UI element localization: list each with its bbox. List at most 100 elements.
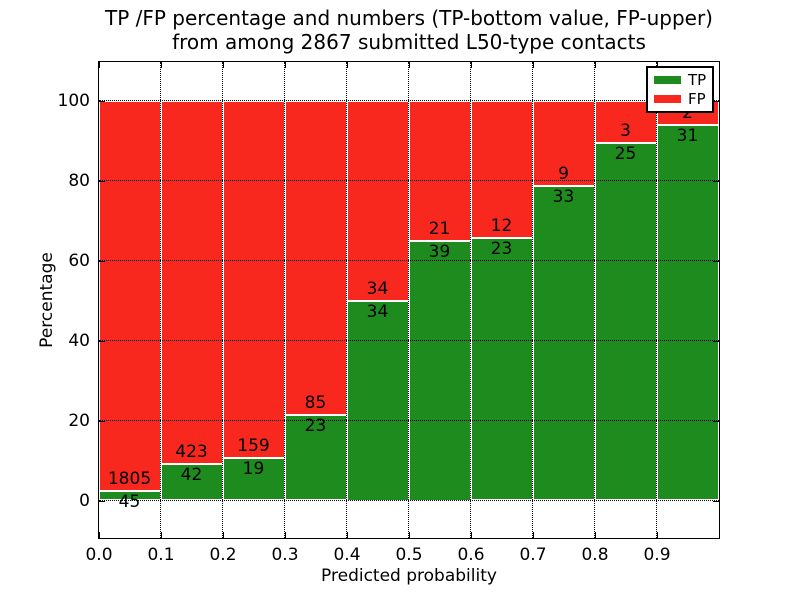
tp-count-label: 34 xyxy=(366,301,389,322)
fp-count-label: 9 xyxy=(558,164,569,185)
v-gridline xyxy=(346,61,347,538)
y-tick-mark xyxy=(712,100,719,102)
v-gridline xyxy=(160,61,161,538)
legend-label-tp: TP xyxy=(688,71,707,90)
x-tick-label: 0.1 xyxy=(147,545,175,565)
y-tick-mark xyxy=(712,260,719,262)
bar-segment-tp-8 xyxy=(594,143,657,501)
bar-segment-fp-4 xyxy=(346,100,409,301)
y-tick-mark xyxy=(98,100,105,102)
x-tick-label: 0.5 xyxy=(395,545,423,565)
x-tick-mark xyxy=(160,531,162,538)
fp-count-label: 34 xyxy=(366,278,389,299)
fp-count-label: 3 xyxy=(620,121,631,142)
x-tick-mark xyxy=(408,61,410,68)
tp-count-label: 23 xyxy=(490,238,513,259)
y-tick-label: 100 xyxy=(57,90,90,111)
bar-segment-tp-4 xyxy=(346,300,409,501)
y-tick-mark xyxy=(712,500,719,502)
x-tick-mark xyxy=(470,61,472,68)
v-gridline xyxy=(284,61,285,538)
x-tick-label: 0.8 xyxy=(581,545,609,565)
x-axis-label: Predicted probability xyxy=(321,566,497,586)
fp-count-label: 423 xyxy=(175,442,208,463)
legend-item-tp: TP xyxy=(654,72,706,88)
tp-count-label: 31 xyxy=(676,125,699,146)
tp-count-label: 33 xyxy=(552,187,575,208)
x-tick-mark xyxy=(222,61,224,68)
y-tick-label: 20 xyxy=(68,410,90,431)
fp-count-label: 21 xyxy=(428,218,451,239)
x-tick-mark xyxy=(470,531,472,538)
y-tick-mark xyxy=(98,340,105,342)
bar-segment-tp-7 xyxy=(532,186,595,501)
y-tick-mark xyxy=(98,420,105,422)
x-tick-mark xyxy=(656,531,658,538)
fp-count-label: 159 xyxy=(237,435,270,456)
tp-count-label: 42 xyxy=(180,465,203,486)
x-tick-mark xyxy=(98,61,100,68)
x-tick-label: 0.9 xyxy=(643,545,671,565)
y-tick-mark xyxy=(712,180,719,182)
x-tick-mark xyxy=(222,531,224,538)
bar-segment-tp-9 xyxy=(656,124,719,501)
bar-segment-fp-7 xyxy=(532,100,595,187)
x-tick-mark xyxy=(284,61,286,68)
bar-segment-tp-6 xyxy=(470,237,533,501)
tp-count-label: 23 xyxy=(304,416,327,437)
x-tick-label: 0.3 xyxy=(271,545,299,565)
v-gridline xyxy=(222,61,223,538)
legend: TP FP xyxy=(646,66,714,113)
x-tick-mark xyxy=(408,531,410,538)
tp-count-label: 39 xyxy=(428,241,451,262)
bar-segment-fp-1 xyxy=(160,100,223,465)
x-tick-label: 0.7 xyxy=(519,545,547,565)
bar-segment-tp-2 xyxy=(222,457,285,501)
x-tick-mark xyxy=(284,531,286,538)
bar-segment-fp-0 xyxy=(98,100,161,491)
v-gridline xyxy=(656,61,657,538)
bar-segment-tp-5 xyxy=(408,240,471,501)
tp-count-label: 19 xyxy=(242,458,265,479)
fp-swatch-icon xyxy=(654,94,681,103)
x-tick-mark xyxy=(346,61,348,68)
y-tick-label: 40 xyxy=(68,330,90,351)
chart-title-line1: TP /FP percentage and numbers (TP-bottom… xyxy=(105,6,713,30)
legend-label-fp: FP xyxy=(688,89,706,108)
v-gridline xyxy=(594,61,595,538)
tp-count-label: 45 xyxy=(118,491,141,512)
y-tick-mark xyxy=(712,340,719,342)
tp-count-label: 25 xyxy=(614,144,637,165)
y-tick-label: 80 xyxy=(68,170,90,191)
y-tick-label: 60 xyxy=(68,250,90,271)
x-tick-label: 0.0 xyxy=(85,545,113,565)
y-tick-mark xyxy=(98,500,105,502)
y-tick-mark xyxy=(98,260,105,262)
x-tick-mark xyxy=(532,61,534,68)
tp-swatch-icon xyxy=(654,76,681,85)
v-gridline xyxy=(532,61,533,538)
x-tick-label: 0.2 xyxy=(209,545,237,565)
fp-count-label: 1805 xyxy=(107,468,152,489)
bar-segment-fp-2 xyxy=(222,100,285,458)
x-tick-mark xyxy=(532,531,534,538)
y-tick-mark xyxy=(98,180,105,182)
fp-count-label: 12 xyxy=(490,215,513,236)
x-tick-mark xyxy=(98,531,100,538)
v-gridline xyxy=(470,61,471,538)
legend-item-fp: FP xyxy=(654,91,706,107)
x-tick-mark xyxy=(346,531,348,538)
x-tick-mark xyxy=(656,61,658,68)
bar-segment-fp-6 xyxy=(470,100,533,238)
y-tick-label: 0 xyxy=(79,490,90,511)
y-tick-mark xyxy=(712,420,719,422)
x-tick-mark xyxy=(594,531,596,538)
x-tick-label: 0.6 xyxy=(457,545,485,565)
plot-area: 1805454234215919852334342139122393332523… xyxy=(97,60,720,539)
bar-segment-fp-3 xyxy=(284,100,347,416)
x-tick-label: 0.4 xyxy=(333,545,361,565)
chart-title-line2: from among 2867 submitted L50-type conta… xyxy=(172,30,646,54)
x-tick-mark xyxy=(594,61,596,68)
fp-count-label: 85 xyxy=(304,393,327,414)
